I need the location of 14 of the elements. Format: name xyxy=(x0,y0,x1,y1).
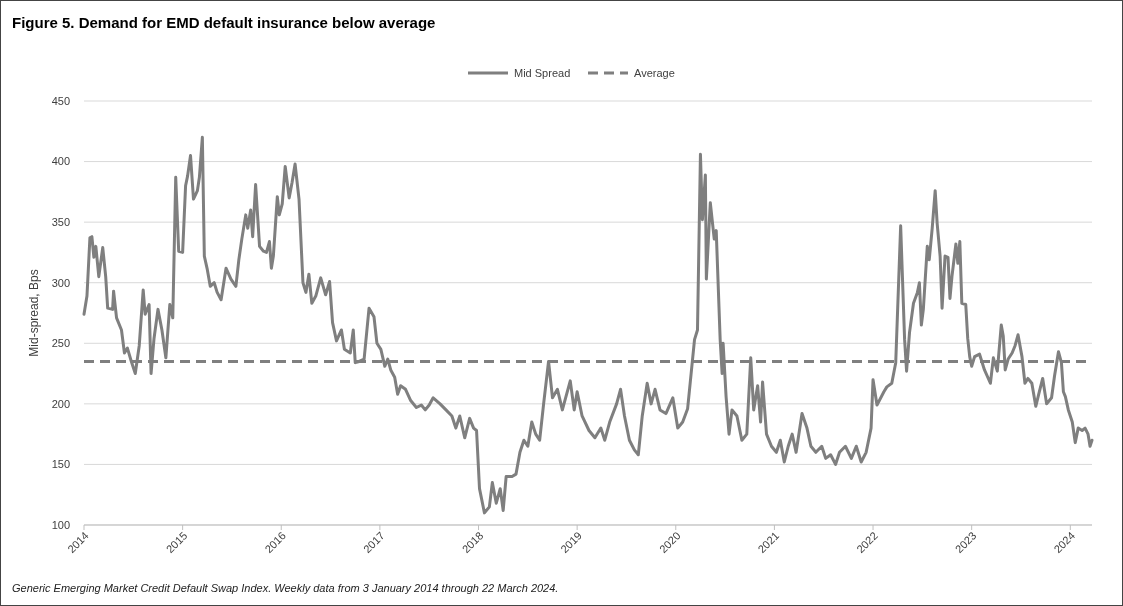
y-tick-label: 150 xyxy=(51,458,70,471)
line-series xyxy=(82,135,1094,515)
y-axis-title: Mid-spread, Bps xyxy=(27,269,41,357)
y-tick-label: 300 xyxy=(51,276,70,289)
chart-title: Figure 5. Demand for EMD default insurance below average xyxy=(12,14,436,31)
y-tick-label: 400 xyxy=(51,155,70,168)
legend-label: Mid Spread xyxy=(514,66,571,79)
y-tick-label: 350 xyxy=(51,215,70,228)
legend-label: Average xyxy=(634,66,675,79)
y-tick-label: 450 xyxy=(51,94,70,107)
y-tick-label: 250 xyxy=(51,337,70,350)
text: Generic Emerging Market Credit Default Swap Index. Weekly data from 3 January 2014 through 22 March 2024. xyxy=(12,582,559,594)
y-tick-label: 200 xyxy=(51,397,70,410)
y-tick-label: 100 xyxy=(51,518,70,531)
